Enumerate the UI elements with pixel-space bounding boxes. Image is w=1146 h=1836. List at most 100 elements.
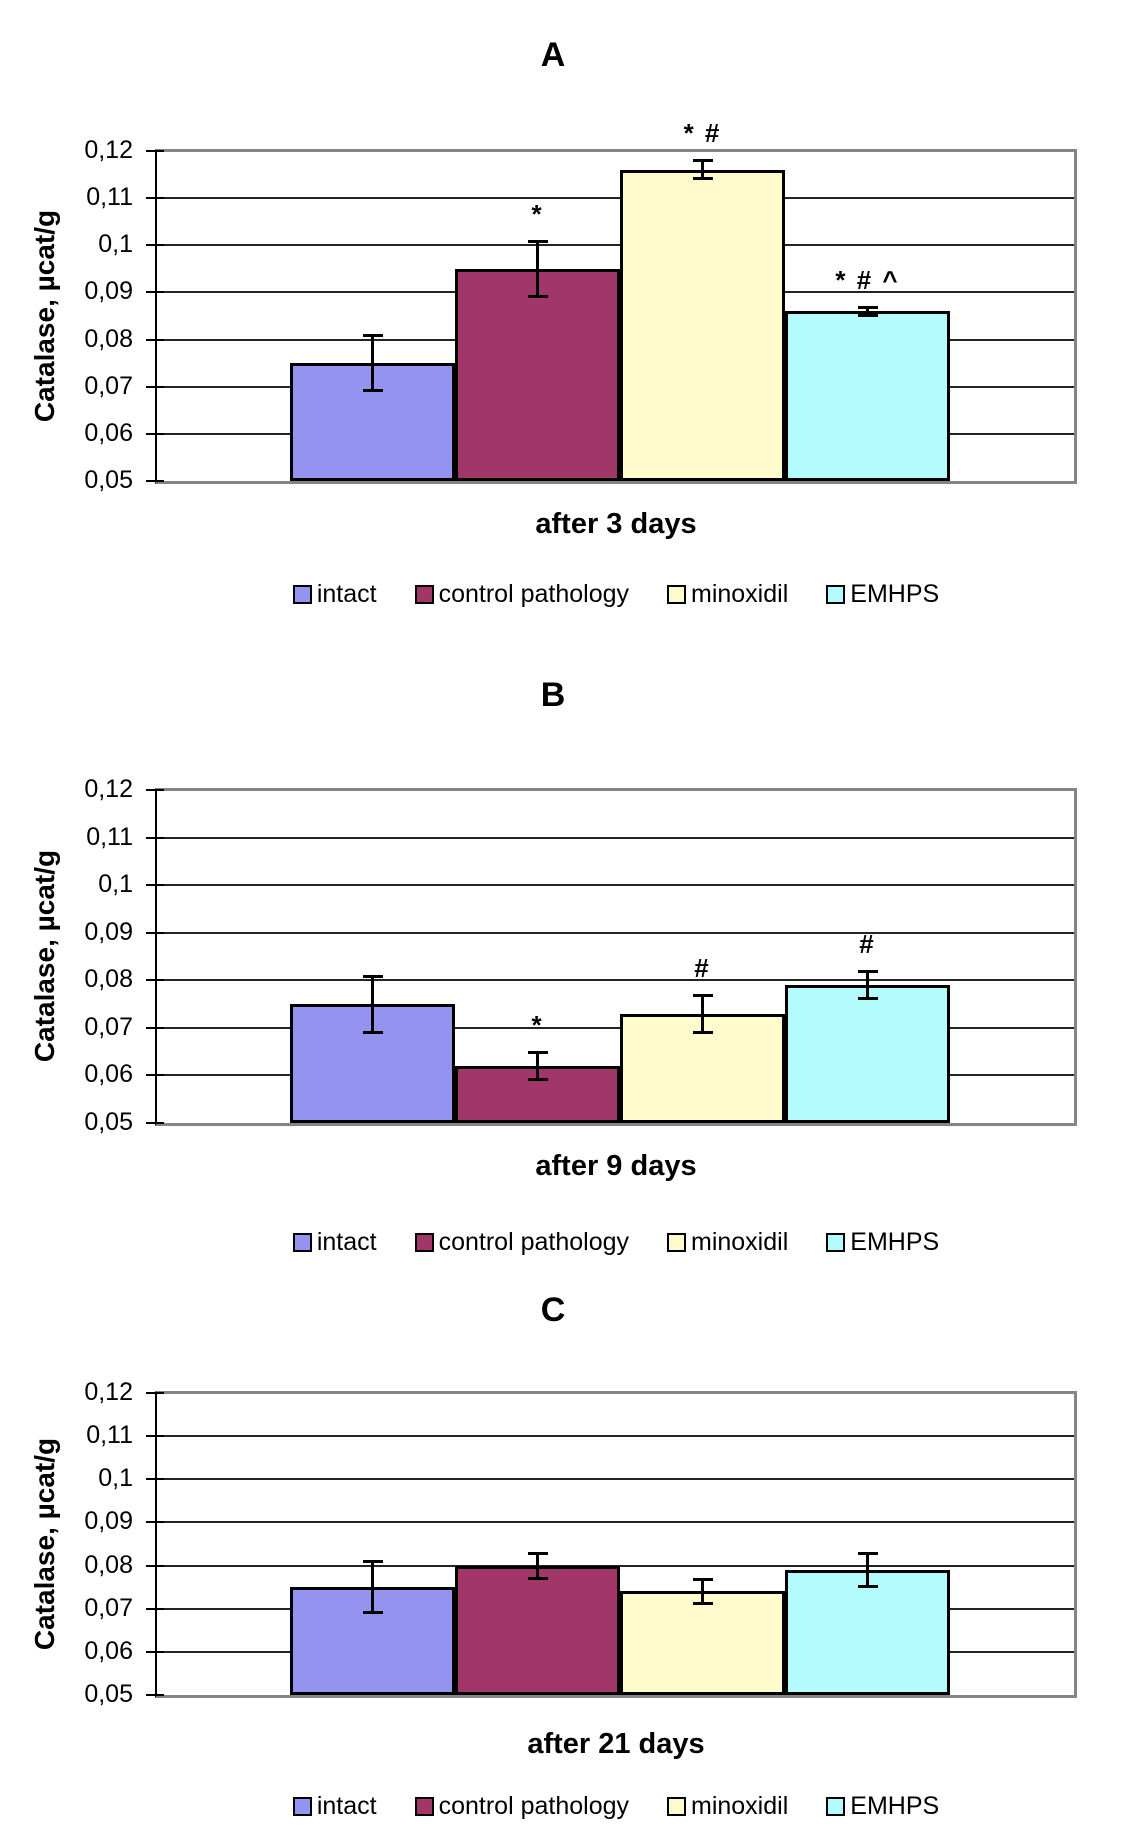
bar-control-pathology xyxy=(455,268,620,481)
y-axis-tick xyxy=(146,1694,164,1696)
error-bar-intact xyxy=(371,334,374,392)
legend-swatch-minoxidil xyxy=(667,1797,686,1816)
gridline-0,1 xyxy=(157,1478,1074,1481)
legend-label-emhps: EMHPS xyxy=(850,1792,940,1820)
legend-swatch-control-pathology xyxy=(414,1233,434,1252)
y-tick-label-0-09: 0,09 xyxy=(84,277,133,306)
significance-annotation-control-pathology: * xyxy=(531,1009,544,1040)
error-bar-cap-bottom xyxy=(362,1030,383,1034)
y-tick-label-0-09: 0,09 xyxy=(84,1507,133,1536)
gridline-0,09 xyxy=(157,1521,1074,1524)
legend-swatch-intact xyxy=(292,585,312,604)
y-tick-label-0-07: 0,07 xyxy=(84,371,133,400)
legend-swatch-intact xyxy=(292,1233,312,1252)
error-bar-cap-bottom xyxy=(857,1585,878,1589)
legend-swatch-control-pathology xyxy=(414,1797,434,1816)
y-axis-tick xyxy=(146,1392,164,1394)
significance-annotation-emhps: * # ^ xyxy=(835,264,900,295)
y-axis-tick xyxy=(146,1521,164,1524)
y-axis-tick xyxy=(146,291,164,294)
y-tick-label-0-09: 0,09 xyxy=(84,917,133,946)
panel-b-plot-area xyxy=(155,788,1077,1126)
y-tick-label-0-06: 0,06 xyxy=(84,418,133,447)
y-tick-label-0-1: 0,1 xyxy=(98,870,133,899)
legend-swatch-minoxidil xyxy=(667,1233,686,1252)
panel-c-plot-area xyxy=(155,1391,1077,1698)
significance-annotation-minoxidil: * # xyxy=(683,118,722,149)
legend-item-intact: intact xyxy=(292,1792,377,1821)
error-bar-intact xyxy=(371,1561,374,1614)
error-bar-emhps xyxy=(866,306,869,316)
panel-b-title: B xyxy=(540,676,566,714)
legend-swatch-emhps xyxy=(826,585,846,604)
y-axis-tick xyxy=(146,150,164,152)
significance-annotation-emhps: # xyxy=(859,928,876,959)
panel-c-x-axis-label: after 21 days xyxy=(527,1728,705,1760)
legend-label-minoxidil: minoxidil xyxy=(691,580,789,608)
bar-emhps xyxy=(785,985,950,1123)
gridline-0,09 xyxy=(157,931,1074,934)
gridline-0,11 xyxy=(157,1435,1074,1438)
error-bar-cap-bottom xyxy=(692,1602,713,1606)
error-bar-cap-top xyxy=(527,1551,548,1555)
y-axis-tick xyxy=(146,338,164,341)
error-bar-cap-top xyxy=(362,974,383,978)
y-axis-tick xyxy=(146,432,164,435)
panel-a-plot-area xyxy=(155,149,1077,484)
legend-label-minoxidil: minoxidil xyxy=(691,1228,789,1256)
y-axis-tick xyxy=(146,979,164,982)
error-bar-cap-bottom xyxy=(362,1611,383,1615)
panel-b-legend: intact control pathology minoxidil EMHPS xyxy=(155,1228,1077,1257)
error-bar-cap-top xyxy=(362,1560,383,1564)
error-bar-cap-bottom xyxy=(527,1078,548,1082)
legend-label-emhps: EMHPS xyxy=(850,1228,940,1256)
y-tick-label-0-11: 0,11 xyxy=(86,1421,133,1450)
y-axis-tick xyxy=(146,1650,164,1653)
significance-annotation-minoxidil: # xyxy=(694,952,711,983)
error-bar-cap-bottom xyxy=(527,1576,548,1580)
y-tick-label-0-12: 0,12 xyxy=(84,136,133,164)
significance-annotation-control-pathology: * xyxy=(531,198,544,229)
gridline-0,11 xyxy=(157,836,1074,839)
error-bar-cap-bottom xyxy=(857,997,878,1001)
error-bar-cap-top xyxy=(857,305,878,309)
y-axis-tick xyxy=(146,1026,164,1029)
y-tick-label-0-1: 0,1 xyxy=(98,230,133,259)
y-axis-tick xyxy=(146,1564,164,1567)
error-bar-intact xyxy=(371,975,374,1033)
panel-a-legend: intact control pathology minoxidil EMHPS xyxy=(155,580,1077,609)
y-axis-tick xyxy=(146,244,164,247)
y-tick-label-0-05: 0,05 xyxy=(84,1108,133,1136)
legend-item-control-pathology: control pathology xyxy=(414,580,629,609)
y-axis-tick xyxy=(146,197,164,200)
error-bar-cap-top xyxy=(527,239,548,243)
legend-label-intact: intact xyxy=(316,580,377,608)
y-tick-label-0-12: 0,12 xyxy=(84,1378,133,1406)
y-tick-label-0-12: 0,12 xyxy=(84,775,133,803)
y-axis-tick xyxy=(146,884,164,887)
error-bar-cap-bottom xyxy=(857,314,878,317)
y-tick-label-0-06: 0,06 xyxy=(84,1060,133,1089)
y-axis-tick xyxy=(146,1122,164,1124)
error-bar-cap-bottom xyxy=(692,1030,713,1034)
bar-control-pathology xyxy=(455,1565,620,1695)
legend-label-intact: intact xyxy=(316,1792,377,1820)
legend-item-emhps: EMHPS xyxy=(826,1792,939,1821)
error-bar-emhps xyxy=(866,1552,869,1588)
y-axis-tick xyxy=(146,480,164,482)
error-bar-control-pathology xyxy=(536,240,539,298)
bar-emhps xyxy=(785,1569,950,1695)
legend-item-intact: intact xyxy=(292,1228,377,1257)
y-axis-tick xyxy=(146,1607,164,1610)
gridline-0,1 xyxy=(157,244,1074,247)
y-axis-tick xyxy=(146,836,164,839)
error-bar-cap-top xyxy=(857,969,878,973)
legend-label-control-pathology: control pathology xyxy=(438,580,629,608)
legend-item-minoxidil: minoxidil xyxy=(667,1228,788,1257)
error-bar-cap-top xyxy=(692,1577,713,1581)
y-axis-tick xyxy=(146,1478,164,1481)
y-tick-label-0-11: 0,11 xyxy=(86,822,133,851)
panel-b-x-axis-label: after 9 days xyxy=(535,1150,697,1182)
y-axis-tick xyxy=(146,1435,164,1438)
y-tick-label-0-11: 0,11 xyxy=(86,183,133,212)
